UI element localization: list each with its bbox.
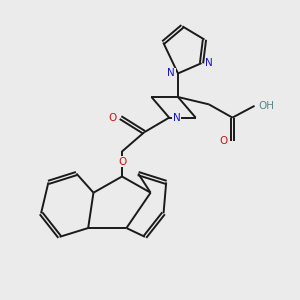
Text: O: O: [109, 112, 117, 123]
Text: OH: OH: [258, 101, 274, 111]
Text: O: O: [118, 157, 126, 167]
Text: N: N: [173, 112, 180, 123]
Text: O: O: [220, 136, 228, 146]
Text: N: N: [205, 58, 213, 68]
Text: N: N: [167, 68, 175, 78]
